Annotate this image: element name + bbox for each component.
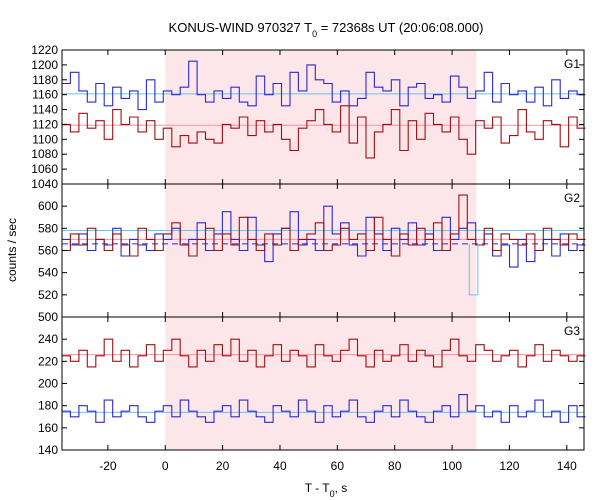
y-axis-label: counts / sec	[5, 218, 19, 282]
series-step-blue	[62, 60, 586, 111]
panel-g3: 140 160 180 200 220 240 G3	[38, 316, 586, 457]
panel-label: G3	[564, 324, 580, 338]
x-tick-label: 120	[499, 459, 519, 473]
x-tick-label: 20	[216, 459, 230, 473]
y-tick-label: 240	[38, 332, 58, 346]
y-tick-label: 540	[38, 266, 58, 280]
x-axis-label-sub: 0	[330, 489, 335, 499]
x-tick-label: -20	[99, 459, 117, 473]
y-tick-label: 1180	[32, 73, 58, 87]
y-tick-label: 1200	[31, 58, 58, 72]
y-tick-label: 1060	[31, 162, 58, 176]
y-tick-label: 160	[38, 421, 58, 435]
y-tick-label: 220	[38, 354, 58, 368]
x-tick-label: 40	[273, 459, 287, 473]
x-axis-label-suffix: , s	[335, 481, 348, 495]
x-tick-label: 140	[557, 459, 577, 473]
series-step-red	[62, 194, 586, 257]
y-tick-label: 200	[38, 377, 58, 391]
y-tick-label: 500	[38, 310, 58, 324]
panel-label: G2	[564, 191, 580, 205]
y-tick-label: 1080	[31, 147, 58, 161]
x-tick-label: 80	[388, 459, 402, 473]
series-step-blue	[62, 394, 586, 423]
chart-title-sub: 0	[312, 29, 317, 39]
y-tick-label: 140	[38, 443, 58, 457]
y-tick-label: 1040	[31, 177, 58, 191]
y-tick-label: 1140	[32, 103, 58, 117]
chart-title-suffix: = 72368s UT (20:06:08.000)	[317, 20, 483, 35]
x-tick-label: 100	[442, 459, 462, 473]
panel-label: G1	[564, 57, 580, 71]
dip-marker	[468, 243, 479, 296]
chart-title-prefix: KONUS-WIND 970327 T	[169, 20, 313, 35]
x-axis-label: T - T0, s	[305, 481, 348, 499]
series-step-red	[62, 105, 586, 159]
y-tick-label: 580	[38, 221, 58, 235]
y-tick-label: 1220	[31, 43, 58, 57]
y-tick-label: 560	[38, 244, 58, 258]
panel-g2: 500 520 540 560 580 600 G2	[38, 183, 586, 324]
x-tick-label: 60	[331, 459, 345, 473]
series-step-red	[62, 338, 586, 368]
chart-title: KONUS-WIND 970327 T0 = 72368s UT (20:06:…	[169, 20, 484, 39]
y-tick-label: 1120	[32, 117, 58, 131]
x-tick-label: 0	[162, 459, 169, 473]
y-tick-label: 600	[38, 199, 58, 213]
x-axis-label-prefix: T - T	[305, 481, 331, 495]
y-tick-label: 520	[38, 288, 58, 302]
y-tick-label: 1100	[32, 132, 58, 146]
y-tick-label: 1160	[32, 88, 58, 102]
panel-g1: 1040106010801100112011401160118012001220…	[31, 43, 586, 191]
y-tick-label: 180	[38, 399, 58, 413]
